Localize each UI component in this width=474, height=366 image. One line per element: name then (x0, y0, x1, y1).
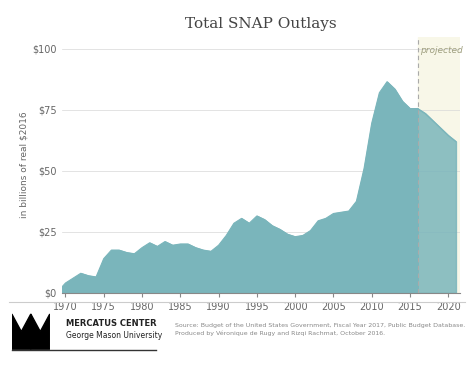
Text: MERCATUS CENTER: MERCATUS CENTER (66, 320, 157, 328)
Text: George Mason University: George Mason University (66, 332, 163, 340)
Polygon shape (31, 314, 50, 349)
Title: Total SNAP Outlays: Total SNAP Outlays (185, 17, 337, 31)
Text: Source: Budget of the United States Government, Fiscal Year 2017, Public Budget : Source: Budget of the United States Gove… (175, 323, 465, 336)
Polygon shape (12, 314, 31, 349)
Text: projected: projected (420, 46, 463, 55)
Y-axis label: in billions of real $2016: in billions of real $2016 (19, 111, 28, 218)
Bar (418, 37, 467, 293)
